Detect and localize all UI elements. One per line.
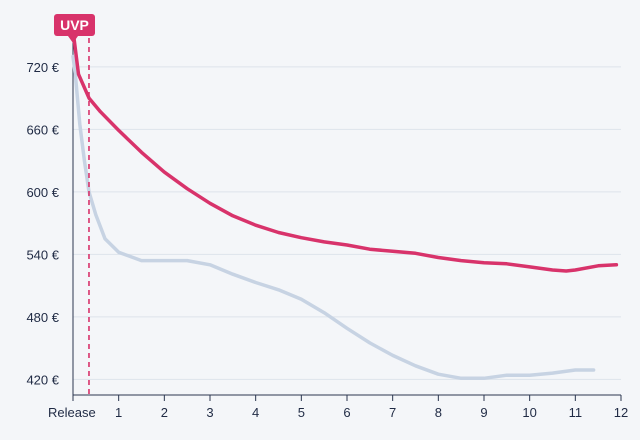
series-line-1 — [71, 28, 619, 273]
uvp-badge-label: UVP — [60, 17, 89, 33]
series-line-2 — [71, 54, 596, 381]
uvp-marker-layer: UVP — [54, 14, 95, 395]
x-tick-label: 5 — [298, 405, 305, 420]
series-layer — [71, 28, 619, 381]
axis-layer: 420 €480 €540 €600 €660 €720 €Release 1 2 3… — [26, 20, 628, 420]
y-tick-label: 480 € — [26, 310, 59, 325]
y-tick-label: 600 € — [26, 185, 59, 200]
grid-layer — [73, 66, 621, 380]
x-tick-label: 11 — [569, 405, 583, 420]
x-tick-label: 3 — [206, 405, 213, 420]
uvp-badge-pointer — [68, 36, 78, 43]
x-tick-label: 10 — [522, 405, 536, 420]
y-tick-label: 420 € — [26, 372, 59, 387]
x-tick-label: 1 — [115, 405, 122, 420]
y-tick-label: 660 € — [26, 122, 59, 137]
x-tick-label: Release — [48, 405, 96, 420]
x-tick-label: 12 — [614, 405, 628, 420]
x-tick-label: 4 — [252, 405, 259, 420]
x-tick-label: 9 — [480, 405, 487, 420]
x-tick-label: 7 — [389, 405, 396, 420]
uvp-badge-background — [54, 14, 95, 36]
x-tick-label: 2 — [161, 405, 168, 420]
y-tick-label: 720 € — [26, 60, 59, 75]
x-tick-label: 8 — [435, 405, 442, 420]
x-tick-label: 6 — [343, 405, 350, 420]
y-tick-label: 540 € — [26, 247, 59, 262]
